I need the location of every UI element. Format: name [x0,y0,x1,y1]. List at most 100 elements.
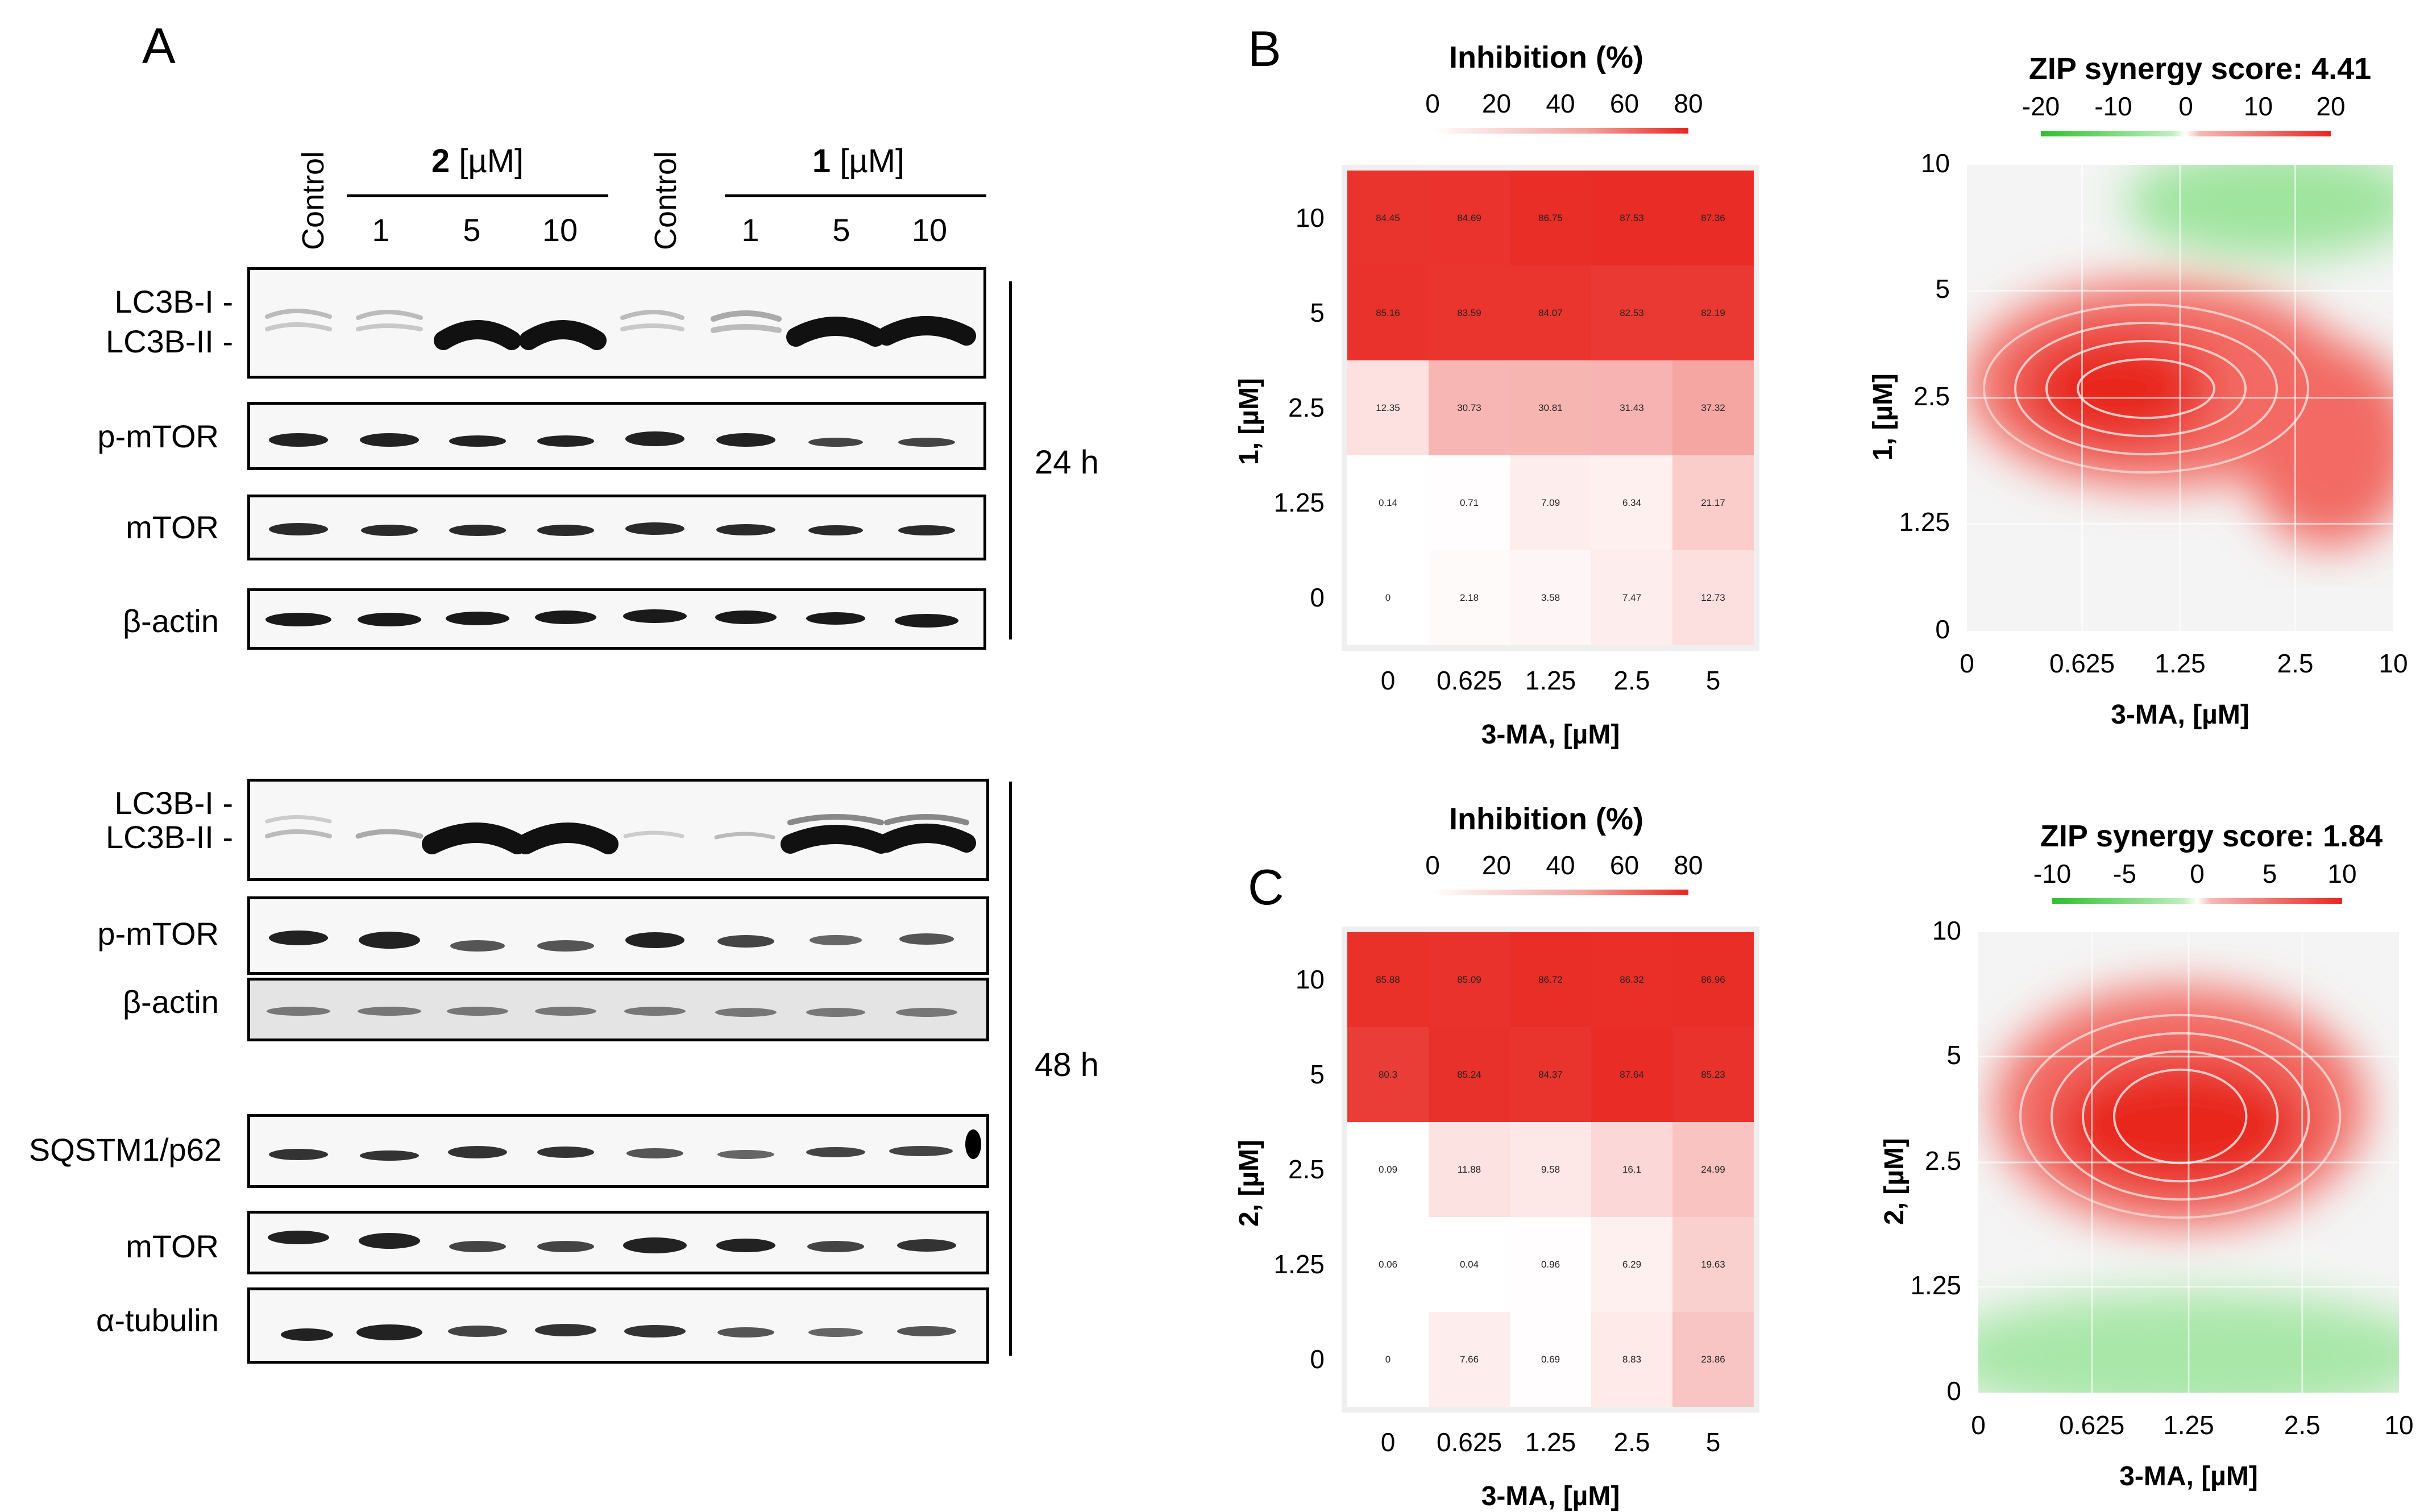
heatmap-b-inhibition-cell: 84.69 [1429,171,1510,265]
band [810,935,862,945]
heatmap-c-inhibition-colorbar-tick: 80 [1674,850,1703,880]
heatmap-b-inhibition-cell: 82.53 [1591,265,1672,360]
group2-dose-1: 1 [372,212,390,248]
band [265,613,331,626]
band [620,310,684,320]
band [449,525,506,536]
band [625,932,684,948]
heatmap-c-inhibition-ytick: 1.25 [1273,1249,1325,1279]
label-lc3b-i-24h: LC3B-I - [114,284,234,319]
heatmap-b-zip-ytick: 1.25 [1899,507,1950,537]
heatmap-b-inhibition-cell: 30.81 [1510,360,1591,455]
heatmap-c-zip-colorbar-tick: 5 [2262,859,2277,888]
heatmap-b-inhibition-cell: 12.35 [1347,360,1429,455]
band [625,522,684,535]
band [714,832,775,840]
heatmap-b-inhibition-xtick: 2.5 [1613,666,1650,695]
band [360,1150,419,1161]
band [807,1241,864,1252]
label-24h: 24 h [1035,444,1099,481]
heatmap-b-zip-xtick: 0.625 [2049,649,2115,678]
heatmap-b-inhibition-ytick: 5 [1310,297,1325,327]
band [806,612,865,625]
heatmap-c-zip-region [2054,1061,2307,1190]
heatmap-c-inhibition-colorbar [1433,890,1688,895]
label-bactin-48h: β-actin [122,984,219,1020]
heatmap-c-zip-colorbar [2052,898,2342,904]
heatmap-b-zip-region [2244,342,2393,547]
heatmap-b-zip-region [2022,333,2210,445]
band [787,814,884,825]
heatmap-b-inhibition-xlabel: 3-MA, [µM] [1481,720,1620,750]
heatmap-b-inhibition-cell: 37.32 [1672,360,1754,455]
heatmap-c-inhibition-xtick: 0 [1380,1427,1396,1457]
heatmap-b-inhibition-cell: 0.14 [1347,455,1429,550]
band [884,814,969,825]
heatmap-b-zip-colorbar-tick: 10 [2243,92,2273,121]
heatmap-c-inhibition-cell: 0.06 [1347,1217,1429,1312]
heatmap-c-inhibition-cell: 19.63 [1672,1217,1754,1312]
heatmap-c-zip-xtick: 1.25 [2163,1410,2214,1440]
heatmap-c-zip-xtick: 2.5 [2284,1410,2321,1440]
band [623,609,687,623]
band [434,320,521,350]
heatmap-c-inhibition-ytick: 2.5 [1288,1154,1325,1184]
heatmap-c-inhibition-cell: 85.09 [1429,932,1510,1027]
heatmap-c-inhibition-colorbar-tick: 60 [1609,850,1639,880]
heatmap-b-zip-colorbar [2041,131,2331,136]
bands-mtor-48h [268,1231,956,1253]
band [717,1327,774,1337]
heatmap-c-zip-colorbar-tick: 0 [2190,859,2205,888]
band [265,322,332,331]
band [623,1237,687,1253]
band [806,1008,865,1017]
heatmap-c-inhibition-cell: 9.58 [1510,1122,1591,1217]
band [355,829,424,839]
band [537,1147,594,1158]
band [265,815,332,824]
heatmap-c-inhibition-cell: 87.64 [1591,1027,1672,1122]
blot-lc3b-24h [247,267,986,379]
heatmap-c-inhibition-cell: 0.04 [1429,1217,1510,1312]
heatmap-b-inhibition-cell: 30.73 [1429,360,1510,455]
heatmap-b-inhibition-cell: 83.59 [1429,265,1510,360]
heatmap-c-inhibition-colorbar-tick: 40 [1546,850,1575,880]
heatmap-b-inhibition-cell: 87.53 [1591,171,1672,265]
group1-dose-5: 5 [832,212,850,248]
heatmap-b-inhibition-cell: 12.73 [1672,550,1754,645]
heatmap-c-inhibition-xlabel: 3-MA, [µM] [1481,1481,1620,1511]
bands-bactin-48h [267,1007,957,1017]
heatmap-b-inhibition-ylabel: 1, [µM] [1234,377,1264,465]
heatmap-c-zip-colorbar-tick: -5 [2113,859,2136,888]
panel-letter-b: B [1248,20,1281,77]
band [877,824,976,853]
heatmap-b-inhibition-colorbar-tick: 0 [1425,89,1440,118]
band [269,931,328,945]
band [897,1239,956,1252]
bracket-48h [1009,782,1012,1356]
heatmap-c-inhibition-cell: 23.86 [1672,1312,1754,1407]
heatmap-b-inhibition-colorbar-tick: 20 [1481,89,1512,118]
band [269,523,328,535]
band [267,1007,330,1016]
bands-atubulin-48h [281,1324,956,1341]
heatmap-b-zip-surface-svg [1967,165,2393,631]
heatmap-c-zip-xlabel: 3-MA, [µM] [2119,1461,2258,1492]
heatmap-b-inhibition-cell: 6.34 [1591,455,1672,550]
blot-pmtor-48h [247,896,989,975]
group2-dose-5: 5 [463,212,481,248]
blot-bactin-24h [247,588,986,650]
band [268,1231,329,1244]
heatmap-b-zip-surface [1967,165,2393,631]
heatmap-c-zip-ylabel: 2, [µM] [1879,1138,1910,1225]
heatmap-c-inhibition-cell: 11.88 [1429,1122,1510,1217]
band [358,1007,421,1016]
label-lc3b-i-48h: LC3B-I - [114,785,234,821]
heatmap-c-inhibition-cell: 85.23 [1672,1027,1754,1122]
band [889,1146,953,1156]
label-mtor-24h: mTOR [126,509,219,545]
heatmap-c-zip-contour [2082,1050,2279,1183]
heatmap-c-inhibition-xtick: 0.625 [1436,1427,1502,1457]
band [716,433,775,447]
heatmap-c-zip-ytick: 2.5 [1925,1146,1961,1175]
